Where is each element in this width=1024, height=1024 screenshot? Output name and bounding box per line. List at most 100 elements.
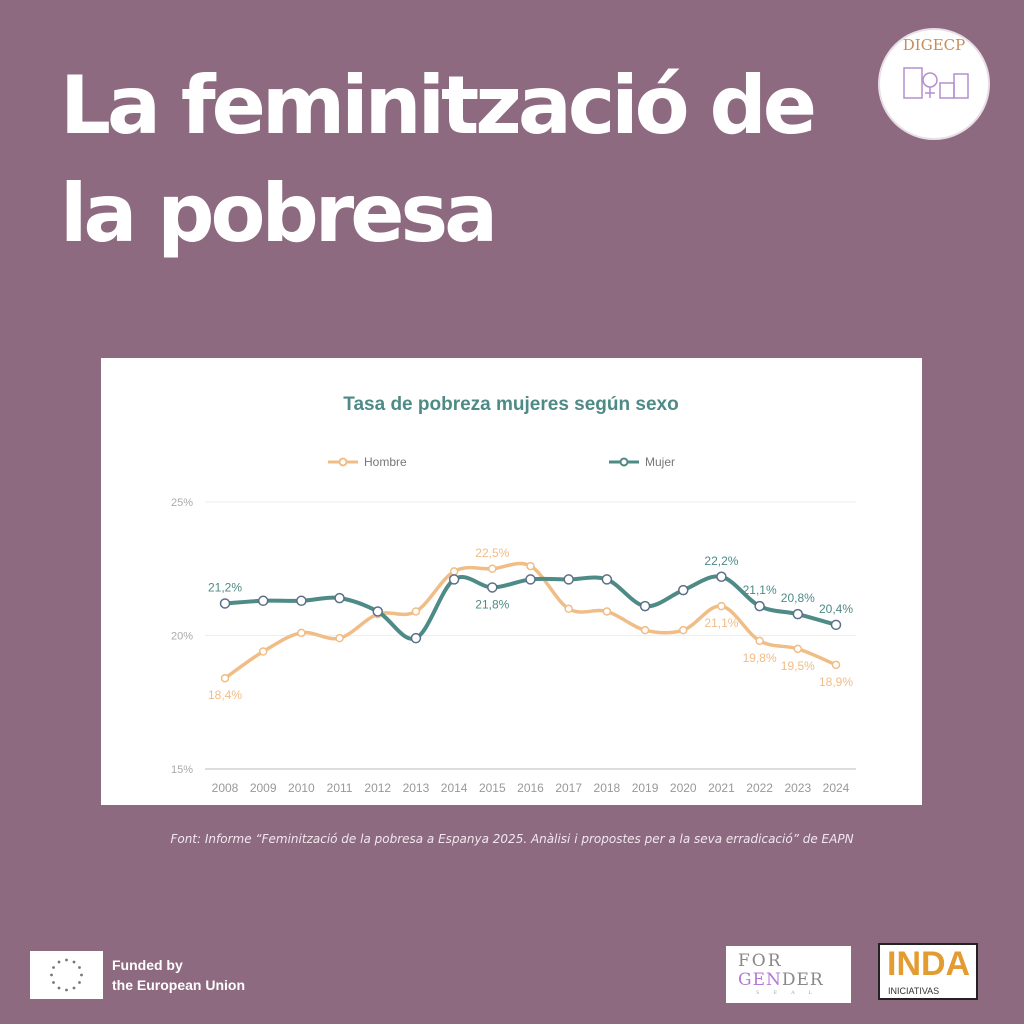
data-point-mujer: [487, 582, 498, 593]
data-label-mujer: 22,2%: [704, 554, 738, 568]
data-label-mujer: 21,1%: [743, 583, 777, 597]
x-tick-label: 2010: [288, 781, 315, 795]
eu-funding-text: Funded by the European Union: [112, 955, 245, 995]
eu-star: [52, 966, 55, 969]
eu-star: [52, 981, 55, 984]
data-point-mujer: [219, 598, 231, 609]
eu-line-1: Funded by: [112, 957, 183, 973]
eu-star: [57, 986, 61, 990]
eu-star: [50, 973, 53, 977]
data-point-hombre: [258, 647, 268, 656]
title-line-1: La feminització: [60, 59, 690, 152]
data-point-mujer: [792, 608, 804, 620]
inda-logo: INDA INICIATIVAS: [878, 943, 978, 1000]
x-tick-label: 2017: [555, 781, 582, 795]
data-point-hombre: [602, 607, 612, 616]
data-label-mujer: 21,8%: [475, 597, 509, 611]
data-point-mujer: [334, 592, 345, 604]
data-label-mujer: 20,8%: [781, 591, 815, 605]
seal-text: DIGECP: [902, 36, 966, 54]
data-label-hombre: 18,4%: [208, 688, 242, 702]
y-tick-label: 20%: [171, 631, 193, 643]
forgender-for: FOR: [738, 951, 783, 971]
x-tick-label: 2023: [784, 781, 811, 795]
data-point-mujer: [639, 600, 651, 612]
eu-star: [65, 958, 68, 962]
data-point-mujer: [601, 574, 613, 585]
data-point-hombre: [793, 644, 803, 654]
eu-star: [78, 966, 81, 969]
data-point-hombre: [679, 625, 688, 635]
x-tick-label: 2024: [823, 781, 850, 795]
data-label-mujer: 20,4%: [819, 602, 853, 616]
digecp-seal-logo: DIGECP: [878, 28, 990, 140]
legend-label-hombre: Hombre: [364, 455, 407, 469]
eu-line-2: the European Union: [112, 977, 245, 993]
data-point-mujer: [716, 571, 727, 583]
forgender-seal: SEAL: [756, 990, 827, 996]
data-point-hombre: [564, 604, 573, 614]
data-point-hombre: [717, 601, 726, 611]
x-tick-label: 2011: [327, 781, 353, 795]
x-tick-label: 2022: [746, 781, 773, 795]
data-point-hombre: [640, 625, 650, 635]
data-label-hombre: 19,5%: [781, 659, 815, 673]
x-tick-label: 2020: [670, 781, 697, 795]
inda-wordmark: INDA: [887, 945, 971, 983]
data-point-hombre: [488, 564, 497, 573]
title-line-2: la pobresa: [60, 167, 498, 260]
chart-title: Tasa de pobreza mujeres según sexo: [343, 394, 678, 415]
female-symbol-buildings-icon: [903, 67, 969, 99]
legend-label-mujer: Mujer: [645, 455, 675, 469]
data-point-hombre: [449, 567, 459, 576]
eu-star: [72, 986, 76, 990]
data-point-hombre: [411, 607, 421, 616]
eu-star: [72, 960, 76, 964]
data-point-mujer: [296, 595, 307, 607]
data-point-hombre: [335, 633, 344, 643]
data-point-mujer: [754, 600, 765, 612]
x-tick-label: 2016: [517, 781, 544, 795]
data-point-hombre: [220, 673, 230, 683]
data-label-hombre: 22,5%: [475, 546, 509, 560]
data-point-mujer: [372, 606, 383, 617]
data-point-hombre: [526, 561, 535, 571]
x-tick-label: 2009: [250, 781, 277, 795]
x-tick-label: 2015: [479, 781, 506, 795]
x-tick-label: 2008: [212, 781, 239, 795]
data-point-mujer: [257, 595, 269, 607]
eu-star: [78, 981, 81, 984]
title-word-de: de: [709, 59, 817, 152]
chart-panel: Tasa de pobreza mujeres según sexo Hombr…: [101, 358, 922, 805]
x-tick-label: 2013: [403, 781, 430, 795]
y-tick-label: 25%: [171, 497, 193, 509]
data-label-hombre: 18,9%: [819, 675, 853, 689]
data-point-mujer: [410, 632, 422, 644]
data-point-mujer: [448, 574, 460, 585]
legend-marker: [619, 457, 629, 467]
eu-star: [57, 960, 61, 964]
eu-star: [80, 973, 83, 977]
data-point-mujer: [563, 574, 574, 585]
eu-star: [65, 988, 68, 992]
line-chart: Tasa de pobreza mujeres según sexo Hombr…: [171, 394, 856, 795]
x-tick-label: 2012: [364, 781, 391, 795]
data-point-hombre: [755, 636, 764, 646]
x-tick-label: 2021: [708, 781, 735, 795]
eu-stars-icon: [50, 958, 83, 992]
data-label-mujer: 21,2%: [208, 580, 242, 594]
data-label-hombre: 19,8%: [743, 651, 777, 665]
forgender-der: DER: [781, 970, 824, 990]
data-point-mujer: [525, 574, 536, 585]
eu-flag-logo: [30, 951, 103, 999]
page-title: La feminització de la pobresa: [60, 52, 817, 268]
forgender-gen: GEN: [738, 970, 782, 990]
y-tick-label: 15%: [171, 764, 193, 776]
source-caption: Font: Informe “Feminització de la pobres…: [170, 832, 854, 846]
data-point-hombre: [831, 660, 841, 670]
data-point-mujer: [830, 619, 842, 631]
forgender-logo: FOR GENDER SEAL: [726, 946, 851, 1003]
forgender-gender: GENDER: [738, 970, 824, 990]
inda-subtitle: INICIATIVAS: [888, 986, 940, 996]
x-tick-label: 2014: [441, 781, 468, 795]
